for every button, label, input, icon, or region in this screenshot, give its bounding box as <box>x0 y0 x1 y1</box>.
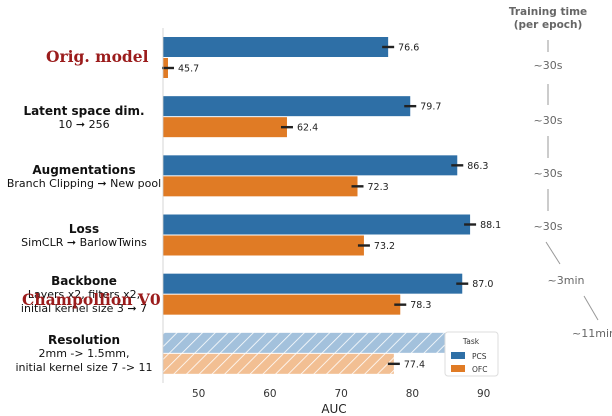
training-time-title-line1: Training time <box>508 6 588 18</box>
training-time-value-6: ~11min <box>572 327 612 340</box>
training-time-value-4: ~30s <box>533 220 563 233</box>
training-time-connector-6 <box>583 295 599 321</box>
x-tick-80: 80 <box>406 388 419 400</box>
bar-pcs-2 <box>163 96 411 117</box>
x-axis-label: AUC <box>321 402 346 416</box>
x-tick-60: 60 <box>263 388 276 400</box>
bar-pcs-3 <box>163 155 458 176</box>
value-label-pcs-3: 86.3 <box>467 161 488 172</box>
row-title-3: Augmentations <box>32 162 136 177</box>
row-label-5: Backbone Layers x2, filters x2, initial ke… <box>4 274 164 316</box>
row-title-5: Backbone <box>51 274 117 289</box>
bar-pcs-1 <box>163 37 389 57</box>
value-label-pcs-4: 88.1 <box>480 220 501 231</box>
training-time-value-3: ~30s <box>533 167 563 180</box>
legend-swatch-pcs <box>451 352 465 359</box>
row-subtitle-6-2: initial kernel size 7 -> 11 <box>15 361 153 375</box>
training-time-title-line2: (per epoch) <box>513 19 583 31</box>
row-subtitle-5-2: initial kernel size 3 ➞ 7 <box>20 302 148 316</box>
bar-pcs-6 <box>163 332 462 353</box>
value-label-ofc-2: 62.4 <box>297 123 318 134</box>
x-tick-50: 50 <box>192 388 205 400</box>
row-label-2: Latent space dim. 10 ➞ 256 <box>4 104 164 132</box>
legend-label-pcs: PCS <box>472 352 487 361</box>
bar-ofc-6 <box>163 353 394 374</box>
value-label-pcs-1: 76.6 <box>398 43 419 54</box>
row-label-6: Resolution 2mm -> 1.5mm, initial kernel si… <box>4 333 164 375</box>
row-title-2: Latent space dim. <box>23 103 145 118</box>
row-subtitle-4-1: SimCLR ➞ BarlowTwins <box>21 236 147 250</box>
bar-ofc-5 <box>163 294 401 315</box>
value-label-ofc-3: 72.3 <box>368 182 389 193</box>
bar-ofc-2 <box>163 117 287 138</box>
legend-title: Task <box>462 337 480 346</box>
training-time-value-5: ~3min <box>547 274 585 287</box>
champollion-annotation: Champollion V0 <box>22 290 161 309</box>
bar-pcs-4 <box>163 214 471 235</box>
row-subtitle-5-1: Layers x2, filters x2, <box>27 288 141 302</box>
value-label-pcs-5: 87.0 <box>472 279 493 290</box>
training-time-connector-5 <box>545 241 561 265</box>
bar-pcs-5 <box>163 273 463 294</box>
value-label-ofc-5: 78.3 <box>410 300 431 311</box>
legend-swatch-ofc <box>451 365 465 372</box>
value-label-ofc-1: 45.7 <box>178 64 199 75</box>
training-time-title: Training time (per epoch) <box>498 6 598 32</box>
value-label-ofc-4: 73.2 <box>374 241 395 252</box>
row-label-3: Augmentations Branch Clipping ➞ New pool <box>4 163 164 191</box>
row-title-4: Loss <box>68 222 100 237</box>
row-subtitle-3-1: Branch Clipping ➞ New pool <box>6 176 162 190</box>
training-time-value-2: ~30s <box>533 114 563 127</box>
row-subtitle-6-1: 2mm -> 1.5mm, <box>38 347 130 361</box>
row-subtitle-2-1: 10 ➞ 256 <box>58 117 110 131</box>
row-title-6: Resolution <box>47 333 121 348</box>
training-time-value-1: ~30s <box>533 59 563 72</box>
value-label-ofc-6: 77.4 <box>404 359 425 370</box>
row-label-4: Loss SimCLR ➞ BarlowTwins <box>4 222 164 250</box>
x-tick-70: 70 <box>334 388 347 400</box>
bar-ofc-4 <box>163 235 364 256</box>
legend-label-ofc: OFC <box>472 365 487 374</box>
bar-ofc-3 <box>163 176 358 197</box>
value-label-pcs-2: 79.7 <box>420 102 441 113</box>
row-label-1: Orig. model <box>46 47 149 66</box>
x-tick-90: 90 <box>477 388 490 400</box>
